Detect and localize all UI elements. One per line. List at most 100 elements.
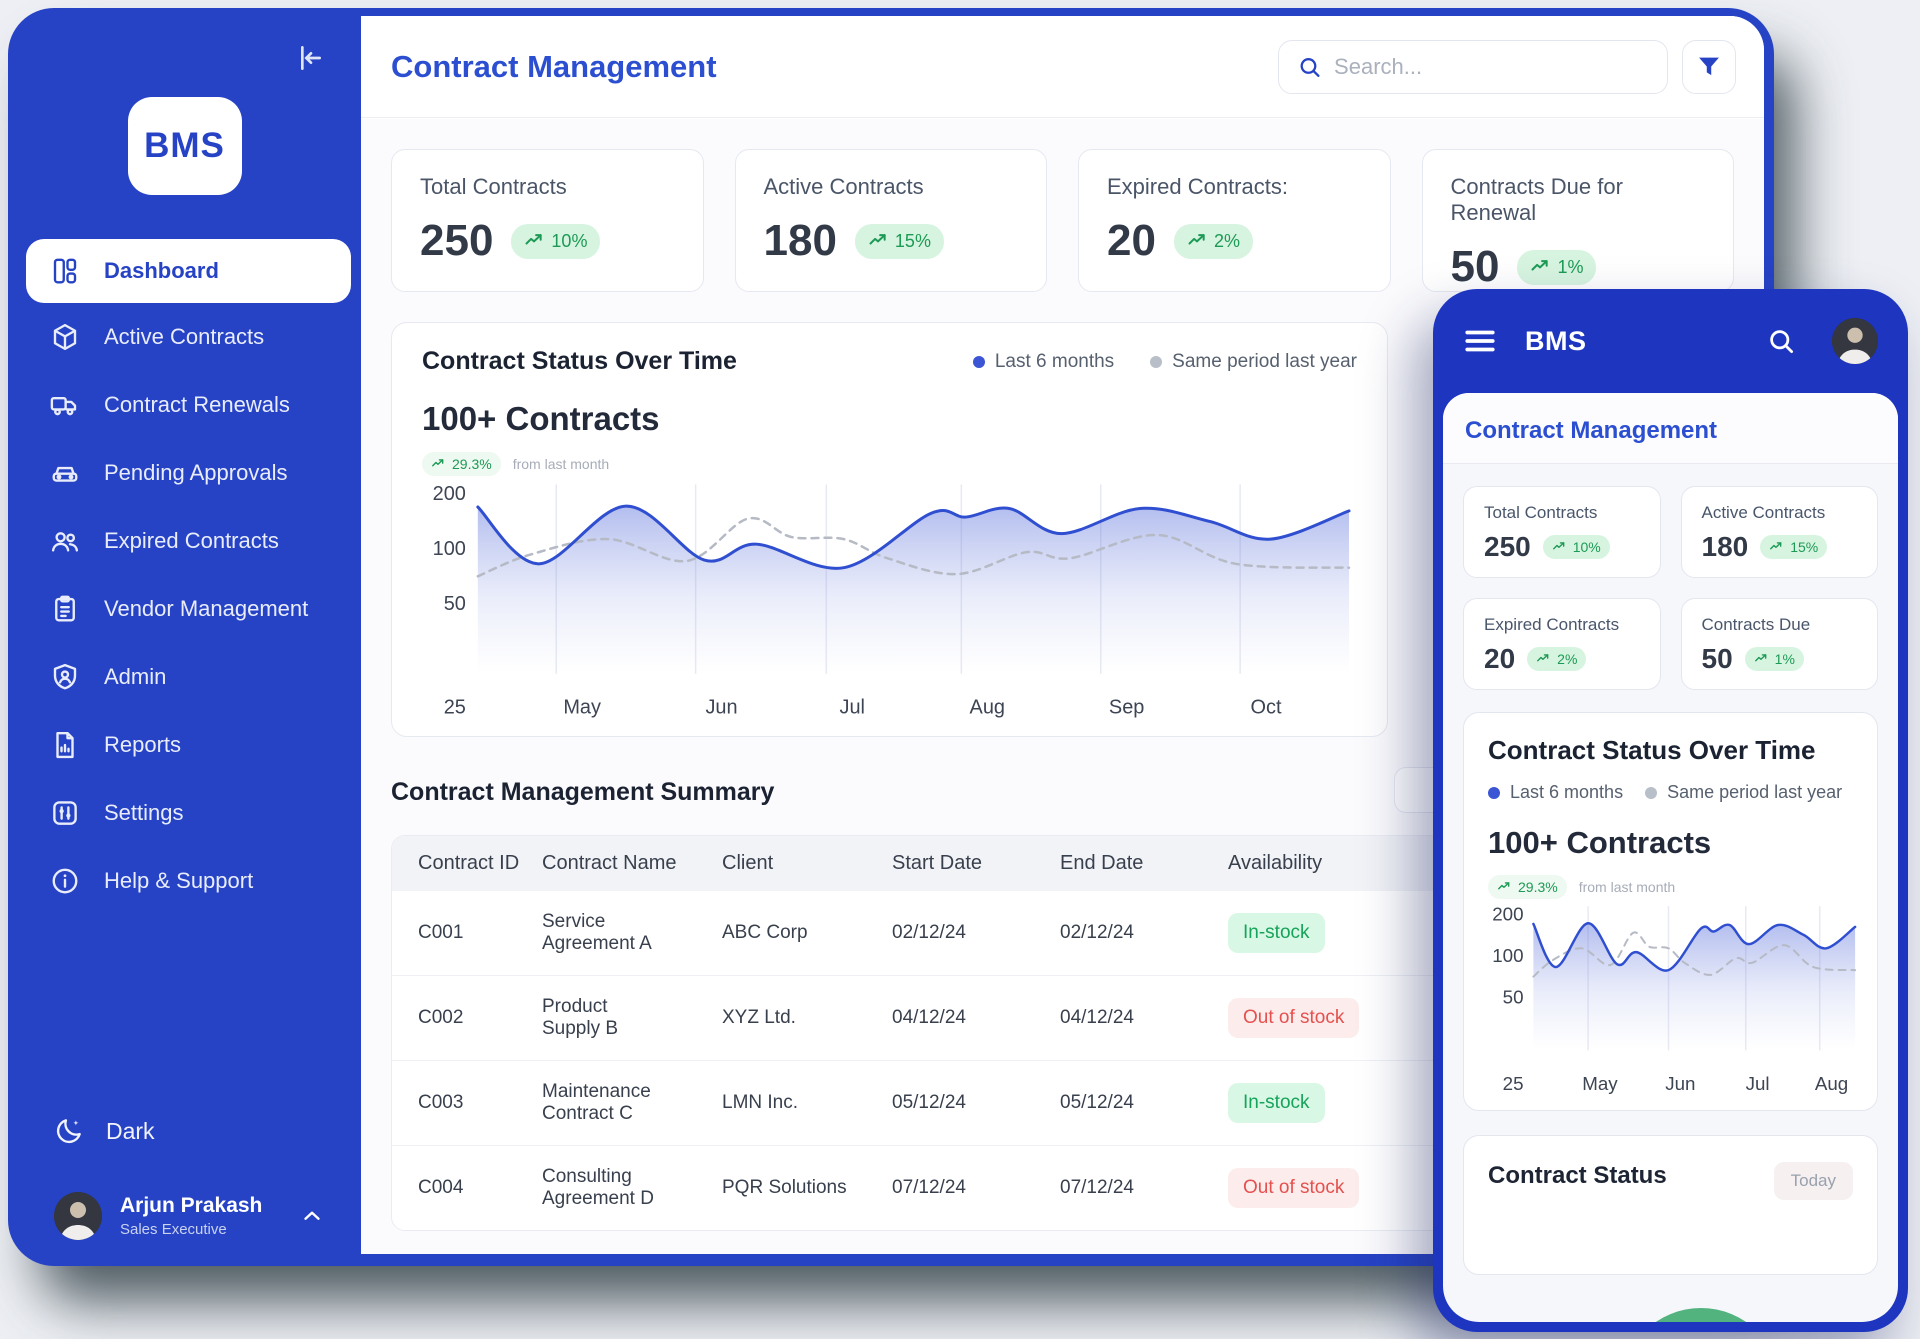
trend-up-icon [432, 459, 444, 467]
profile-role: Sales Executive [120, 1221, 227, 1238]
mobile-avatar[interactable] [1832, 318, 1878, 364]
mobile-chart-title: Contract Status Over Time [1488, 735, 1816, 765]
chart-delta-badge: 29.3% [422, 452, 501, 476]
trend-badge: 15% [1760, 535, 1828, 559]
col-client: Client [722, 836, 892, 891]
mobile-status-title: Contract Status [1488, 1162, 1667, 1189]
col-contract-name: Contract Name [542, 836, 722, 891]
sidebar-item-contract-renewals[interactable]: Contract Renewals [8, 371, 361, 439]
col-start-date: Start Date [892, 836, 1060, 891]
page-title: Contract Management [391, 48, 717, 84]
status-badge: In-stock [1228, 913, 1325, 953]
mobile-stats-grid: Total Contracts 250 10% Active Contracts… [1443, 464, 1898, 690]
logo-text: BMS [144, 126, 225, 165]
mobile-search-icon[interactable] [1766, 326, 1796, 356]
stat-value: 180 [1701, 531, 1749, 562]
stat-label: Active Contracts [763, 174, 924, 199]
legend-same-period: Same period last year [1150, 351, 1357, 373]
package-icon [53, 323, 77, 351]
trend-up-icon [525, 234, 543, 245]
area-chart-mobile: May Jun Jul Aug 200 100 50 25 [1492, 903, 1857, 1094]
profile-name: Arjun Prakash [120, 1194, 263, 1217]
sidebar-item-admin[interactable]: Admin [8, 643, 361, 711]
svg-text:Aug: Aug [1815, 1073, 1848, 1094]
mobile-brand: BMS [1525, 325, 1587, 356]
trend-up-icon [869, 234, 886, 245]
stat-value: 50 [1450, 242, 1500, 291]
svg-text:Jun: Jun [1665, 1073, 1695, 1094]
sidebar-item-help-support[interactable]: Help & Support [8, 847, 361, 915]
sidebar-item-vendor-management[interactable]: Vendor Management [8, 575, 361, 643]
sidebar-item-settings[interactable]: Settings [8, 779, 361, 847]
dark-mode-toggle[interactable]: Dark [8, 1116, 361, 1146]
sidebar-item-active-contracts[interactable]: Active Contracts [8, 303, 361, 371]
chart-card: Contract Status Over Time Last 6 months … [391, 322, 1388, 737]
stat-value: 50 [1701, 643, 1733, 674]
svg-text:Jul: Jul [839, 697, 864, 719]
stat-value: 250 [420, 216, 494, 265]
table-row: C001 Service Agreement A ABC Corp 02/12/… [392, 891, 1733, 976]
svg-text:200: 200 [433, 483, 466, 505]
sidebar: BMS Dashboard Active Contracts Contract … [8, 8, 361, 1266]
sidebar-item-label: Vendor Management [104, 596, 309, 621]
legend-dot-gray [1150, 355, 1163, 368]
stat-label: Total Contracts [1484, 503, 1598, 522]
clipboard-icon [55, 595, 75, 622]
sidebar-item-label: Reports [104, 732, 182, 757]
stat-label: Expired Contracts: [1107, 174, 1288, 199]
col-end-date: End Date [1060, 836, 1228, 891]
main-header: Contract Management [361, 16, 1764, 118]
chevron-up-icon[interactable] [299, 1203, 325, 1229]
status-badge: In-stock [1228, 1083, 1325, 1123]
sidebar-item-label: Pending Approvals [104, 460, 288, 485]
svg-text:100: 100 [1492, 945, 1523, 966]
cell-start: 02/12/24 [892, 922, 966, 943]
sidebar-item-reports[interactable]: Reports [8, 711, 361, 779]
svg-text:Oct: Oct [1251, 697, 1282, 719]
chart-delta-badge: 29.3% [1488, 875, 1567, 899]
cell-name: Consulting Agreement D [542, 1145, 722, 1230]
avatar [54, 1192, 102, 1240]
user-profile[interactable]: Arjun Prakash Sales Executive [8, 1192, 361, 1240]
mobile-chart-headline: 100+ Contracts [1488, 825, 1712, 860]
status-badge: Out of stock [1228, 1168, 1360, 1208]
sidebar-item-pending-approvals[interactable]: Pending Approvals [8, 439, 361, 507]
trend-up-icon [1552, 542, 1565, 550]
trend-up-icon [1188, 234, 1205, 245]
info-icon [52, 868, 78, 894]
svg-text:50: 50 [1503, 987, 1524, 1008]
mobile-stat-due: Contracts Due 50 1% [1680, 598, 1878, 690]
dashboard-icon [53, 258, 77, 284]
cell-client: XYZ Ltd. [722, 975, 892, 1061]
cell-name: Maintenance Contract C [542, 1060, 722, 1146]
truck-icon [50, 396, 77, 416]
search-bar[interactable] [1278, 39, 1668, 94]
search-input[interactable] [1334, 53, 1649, 80]
trend-badge: 2% [1173, 223, 1253, 259]
svg-text:100: 100 [433, 538, 466, 560]
sidebar-item-expired-contracts[interactable]: Expired Contracts [8, 507, 361, 575]
stat-card-total-contracts: Total Contracts 250 10% [391, 149, 704, 292]
trend-up-icon [1537, 654, 1549, 662]
svg-text:May: May [563, 697, 601, 719]
legend-dot-gray [1645, 786, 1658, 799]
legend-last-6-months: Last 6 months [972, 351, 1114, 373]
today-badge[interactable]: Today [1773, 1162, 1853, 1200]
filter-button[interactable] [1682, 39, 1736, 94]
cell-name: Product Supply B [542, 975, 722, 1061]
chart-title: Contract Status Over Time [422, 347, 737, 375]
svg-text:May: May [1582, 1073, 1618, 1094]
svg-text:50: 50 [444, 593, 466, 615]
legend-dot-blue [1488, 786, 1500, 799]
cell-id: C004 [392, 1145, 542, 1230]
sidebar-collapse-icon[interactable] [289, 38, 329, 78]
cell-client: ABC Corp [722, 922, 808, 943]
trend-badge: 1% [1517, 249, 1597, 285]
mobile-page-title: Contract Management [1465, 417, 1718, 444]
chart-legend: Last 6 months Same period last year [972, 351, 1357, 373]
users-icon [51, 532, 79, 552]
cell-end: 04/12/24 [1060, 975, 1228, 1061]
sidebar-item-dashboard[interactable]: Dashboard [26, 239, 351, 303]
stat-value: 20 [1107, 216, 1156, 265]
hamburger-menu-icon[interactable] [1463, 324, 1497, 358]
